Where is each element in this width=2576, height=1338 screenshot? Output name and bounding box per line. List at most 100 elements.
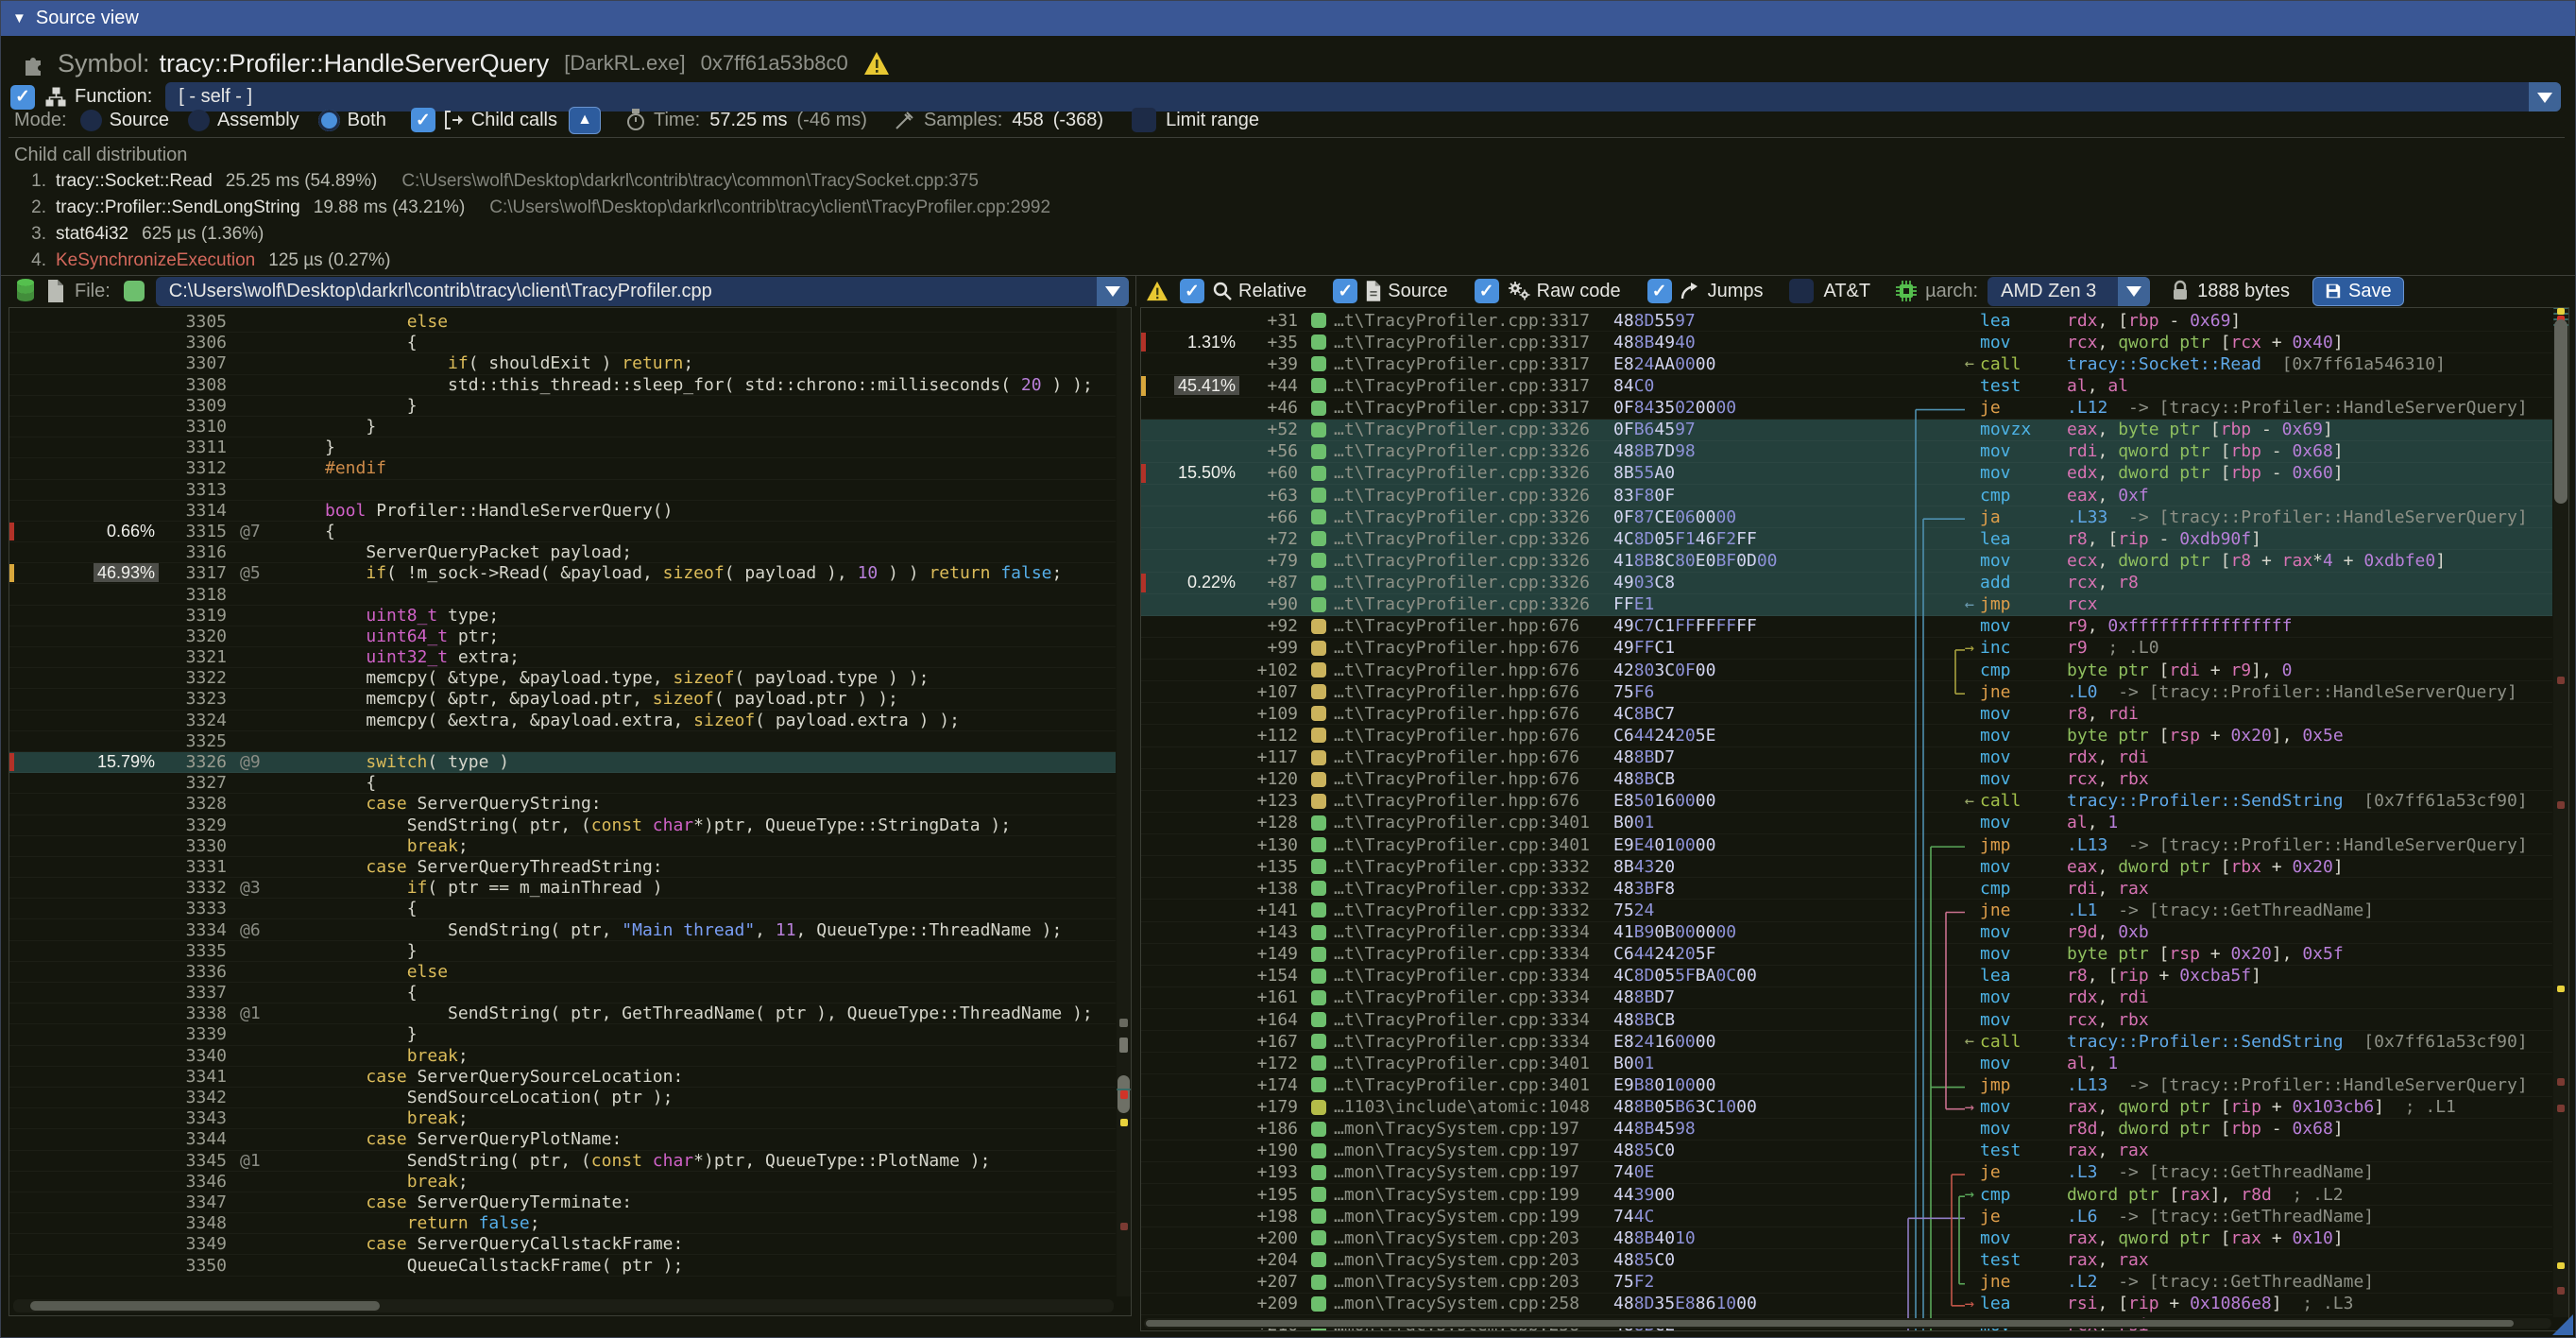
window-titlebar[interactable]: ▼ Source view xyxy=(1,1,2575,36)
limit-range-label[interactable]: Limit range xyxy=(1166,109,1260,130)
source-line[interactable]: 3324 memcpy( &extra, &payload.extra, siz… xyxy=(9,711,1116,731)
asm-row[interactable]: +66 …t\TracyProfiler.cpp:3326 0F87CE060000… xyxy=(1141,506,2552,529)
source-line[interactable]: 3338 @1 SendString( ptr, GetThreadName( p… xyxy=(9,1004,1116,1024)
asm-row[interactable]: +172 …t\TracyProfiler.cpp:3401 B001 mov al, … xyxy=(1141,1053,2552,1074)
child-call-entry[interactable]: 3. stat64i32 625 µs (1.36%) xyxy=(31,224,264,244)
chevron-down-icon[interactable] xyxy=(2118,276,2151,306)
asm-row[interactable]: +141 …t\TracyProfiler.cpp:3332 7524 jne .L1 … xyxy=(1141,900,2552,921)
source-line[interactable]: 3343 break; xyxy=(9,1108,1116,1129)
asm-row[interactable]: +109 …t\TracyProfiler.hpp:676 4C8BC7 mov r8,… xyxy=(1141,703,2552,725)
asm-row[interactable]: +63 …t\TracyProfiler.cpp:3326 83F80F cmp eax… xyxy=(1141,485,2552,507)
relative-checkbox[interactable]: ✓ xyxy=(1180,279,1204,303)
asm-row[interactable]: +90 …t\TracyProfiler.cpp:3326 FFE1 ← jmp rcx xyxy=(1141,593,2552,616)
asm-row[interactable]: +52 …t\TracyProfiler.cpp:3326 0FB64597 movz… xyxy=(1141,419,2552,441)
raw-code-label[interactable]: Raw code xyxy=(1536,280,1621,301)
source-line[interactable]: 3334 @6 SendString( ptr, "Main thread", 1… xyxy=(9,919,1116,940)
jumps-label[interactable]: Jumps xyxy=(1707,280,1764,301)
function-checkbox[interactable]: ✓ xyxy=(10,84,35,110)
asm-row[interactable]: 0.22% +87 …t\TracyProfiler.cpp:3326 4903C8 a… xyxy=(1141,572,2552,594)
mode-radio-assembly-label[interactable]: Assembly xyxy=(216,109,299,130)
source-line[interactable]: 3307 if( shouldExit ) return; xyxy=(9,353,1116,374)
att-label[interactable]: AT&T xyxy=(1823,280,1871,301)
asm-row[interactable]: +161 …t\TracyProfiler.cpp:3334 488BD7 mov rd… xyxy=(1141,987,2552,1009)
asm-vscrollbar[interactable] xyxy=(2553,308,2568,1317)
asm-row[interactable]: +123 …t\TracyProfiler.hpp:676 E850160000 ← c… xyxy=(1141,791,2552,813)
source-line[interactable]: 3328 case ServerQueryString: xyxy=(9,794,1116,815)
source-hscrollbar[interactable] xyxy=(13,1299,1114,1312)
chevron-down-icon[interactable] xyxy=(2529,82,2561,112)
att-checkbox[interactable] xyxy=(1789,279,1815,303)
source-line[interactable]: 3346 break; xyxy=(9,1172,1116,1192)
file-combo[interactable]: C:\Users\wolf\Desktop\darkrl\contrib\tra… xyxy=(155,276,1129,306)
asm-row[interactable]: +117 …t\TracyProfiler.hpp:676 488BD7 mov rdx… xyxy=(1141,747,2552,769)
asm-row[interactable]: +92 …t\TracyProfiler.hpp:676 49C7C1FFFFFFF… xyxy=(1141,616,2552,638)
asm-row[interactable]: +31 …t\TracyProfiler.cpp:3317 488D5597 lea r… xyxy=(1141,310,2552,332)
source-line[interactable]: 3335 } xyxy=(9,941,1116,962)
source-line[interactable]: 3327 { xyxy=(9,773,1116,794)
source-line[interactable]: 3339 } xyxy=(9,1024,1116,1045)
mode-radio-both-label[interactable]: Both xyxy=(347,109,386,130)
asm-row[interactable]: 1.31% +35 …t\TracyProfiler.cpp:3317 488B494… xyxy=(1141,332,2552,353)
mode-radio-assembly[interactable] xyxy=(187,109,210,131)
source-line[interactable]: 3316 ServerQueryPacket payload; xyxy=(9,542,1116,563)
asm-row[interactable]: +204 …mon\TracySystem.cpp:203 4885C0 test ra… xyxy=(1141,1249,2552,1271)
asm-row[interactable]: +120 …t\TracyProfiler.hpp:676 488BCB mov rcx… xyxy=(1141,769,2552,791)
source-vscrollbar[interactable] xyxy=(1117,308,1131,1296)
child-calls-checkbox[interactable]: ✓ xyxy=(410,108,435,132)
asm-row[interactable]: +79 …t\TracyProfiler.cpp:3326 418B8C80E0BF… xyxy=(1141,550,2552,573)
source-line[interactable]: 15.79% 3326 @9 switch( type ) xyxy=(9,751,1116,774)
source-line[interactable]: 3342 SendSourceLocation( ptr ); xyxy=(9,1088,1116,1108)
source-line[interactable]: 3349 case ServerQueryCallstackFrame: xyxy=(9,1234,1116,1255)
chevron-down-icon[interactable] xyxy=(1097,276,1129,306)
asm-hscrollbar[interactable] xyxy=(1144,1318,2551,1329)
source-line[interactable]: 3309 } xyxy=(9,396,1116,417)
uarch-combo[interactable]: AMD Zen 3 xyxy=(1987,276,2151,306)
asm-row[interactable]: +193 …mon\TracySystem.cpp:197 740E je .L3 ->… xyxy=(1141,1162,2552,1184)
asm-row[interactable]: +128 …t\TracyProfiler.cpp:3401 B001 mov al, … xyxy=(1141,813,2552,834)
asm-row[interactable]: +56 …t\TracyProfiler.cpp:3326 488B7D98 mov r… xyxy=(1141,440,2552,463)
source-line[interactable]: 3345 @1 SendString( ptr, (const char*)ptr… xyxy=(9,1151,1116,1172)
asm-row[interactable]: +179 …1103\include\atomic:1048 488B05B63C1… xyxy=(1141,1097,2552,1119)
asm-row[interactable]: +107 …t\TracyProfiler.hpp:676 75F6 jne .L0 -… xyxy=(1141,681,2552,703)
source-line[interactable]: 3321 uint32_t extra; xyxy=(9,647,1116,668)
asm-row[interactable]: 45.41% +44 …t\TracyProfiler.cpp:3317 84C0 te… xyxy=(1141,375,2552,397)
relative-label[interactable]: Relative xyxy=(1238,280,1307,301)
asm-row[interactable]: +200 …mon\TracySystem.cpp:203 488B4010 mov r… xyxy=(1141,1227,2552,1249)
asm-row[interactable]: +130 …t\TracyProfiler.cpp:3401 E9E4010000 j… xyxy=(1141,834,2552,856)
source-line[interactable]: 3325 xyxy=(9,731,1116,752)
source-line[interactable]: 3329 SendString( ptr, (const char*)ptr, … xyxy=(9,815,1116,836)
source-line[interactable]: 3347 case ServerQueryTerminate: xyxy=(9,1192,1116,1213)
source-line[interactable]: 3312 #endif xyxy=(9,458,1116,479)
asm-row[interactable]: +198 …mon\TracySystem.cpp:199 744C je .L6 ->… xyxy=(1141,1206,2552,1227)
source-toggle-label[interactable]: Source xyxy=(1388,280,1448,301)
asm-row[interactable]: +46 …t\TracyProfiler.cpp:3317 0F8435020000… xyxy=(1141,398,2552,420)
asm-row[interactable]: +143 …t\TracyProfiler.cpp:3334 41B90B00000… xyxy=(1141,922,2552,944)
source-line[interactable]: 3336 else xyxy=(9,962,1116,983)
child-call-entry[interactable]: 2. tracy::Profiler::SendLongString 19.88 m… xyxy=(31,197,1051,217)
source-line[interactable]: 3310 } xyxy=(9,417,1116,437)
asm-row[interactable]: +195 …mon\TracySystem.cpp:199 443900 → cmp dw… xyxy=(1141,1184,2552,1206)
source-line[interactable]: 3332 @3 if( ptr == m_mainThread ) xyxy=(9,878,1116,899)
source-line[interactable]: 3323 memcpy( &ptr, &payload.ptr, sizeof(… xyxy=(9,689,1116,710)
child-calls-label[interactable]: Child calls xyxy=(470,109,557,130)
child-call-entry[interactable]: 4. KeSynchronizeExecution 125 µs (0.27%) xyxy=(31,250,391,270)
resize-grip[interactable] xyxy=(2552,1314,2573,1335)
asm-row[interactable]: +167 …t\TracyProfiler.cpp:3334 E824160000 ←… xyxy=(1141,1031,2552,1053)
source-line[interactable]: 3344 case ServerQueryPlotName: xyxy=(9,1129,1116,1150)
source-line[interactable]: 3314 bool Profiler::HandleServerQuery() xyxy=(9,501,1116,522)
asm-row[interactable]: +186 …mon\TracySystem.cpp:197 448B4598 mov r… xyxy=(1141,1119,2552,1141)
source-line[interactable]: 3322 memcpy( &type, &payload.type, sizeo… xyxy=(9,668,1116,689)
source-line[interactable]: 3348 return false; xyxy=(9,1213,1116,1234)
save-button[interactable]: Save xyxy=(2312,276,2404,306)
source-line[interactable]: 46.93% 3317 @5 if( !m_sock->Read( &payload… xyxy=(9,563,1116,584)
asm-row[interactable]: +135 …t\TracyProfiler.cpp:3332 8B4320 mov ea… xyxy=(1141,856,2552,878)
asm-row[interactable]: +154 …t\TracyProfiler.cpp:3334 4C8D055FBA0… xyxy=(1141,966,2552,987)
mode-radio-both[interactable] xyxy=(317,109,340,131)
source-line[interactable]: 3341 case ServerQuerySourceLocation: xyxy=(9,1067,1116,1088)
source-line[interactable]: 3319 uint8_t type; xyxy=(9,606,1116,626)
source-line[interactable]: 3308 std::this_thread::sleep_for( std::c… xyxy=(9,375,1116,396)
source-line[interactable]: 3311} xyxy=(9,437,1116,458)
source-line[interactable]: 0.66% 3315 @7{ xyxy=(9,522,1116,542)
source-hscroll-thumb[interactable] xyxy=(30,1301,380,1311)
asm-row[interactable]: +112 …t\TracyProfiler.hpp:676 C64424205E mo… xyxy=(1141,725,2552,746)
